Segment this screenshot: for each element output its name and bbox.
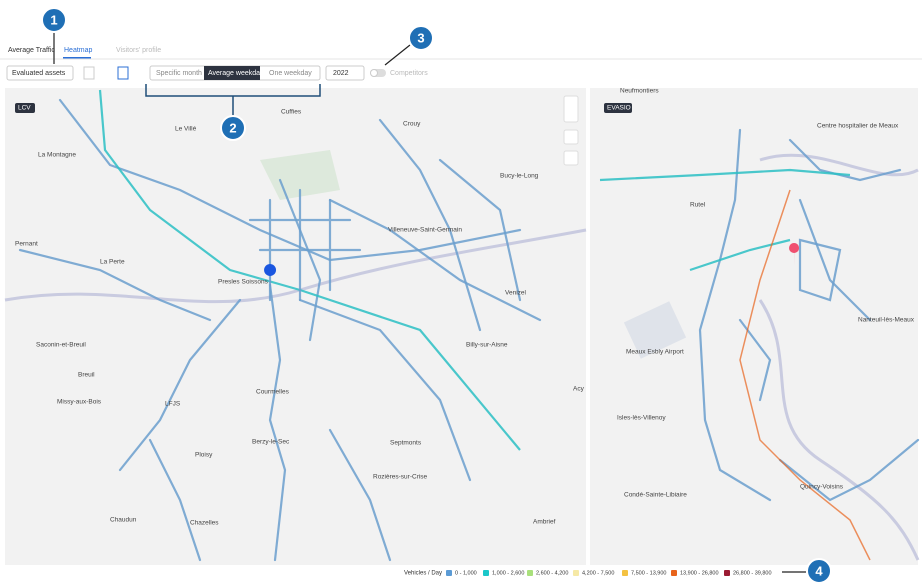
legend-swatch xyxy=(527,570,533,576)
legend-swatch xyxy=(446,570,452,576)
map-badge xyxy=(15,103,35,113)
legend-swatch xyxy=(573,570,579,576)
place: Rozières-sur-Crise xyxy=(373,474,428,481)
airport xyxy=(623,301,687,359)
place: Chaudun xyxy=(110,517,137,524)
legend-label: 26,800 - 39,800 xyxy=(733,570,772,576)
place: Quincy-Voisins xyxy=(800,484,844,491)
place: Saconin-et-Breuil xyxy=(36,342,86,349)
assets-dropdown[interactable] xyxy=(6,65,74,81)
park xyxy=(260,150,340,200)
tab[interactable]: Average Traffic xyxy=(8,47,55,54)
legend-label: 4,200 - 7,500 xyxy=(582,570,614,576)
legend-label: 13,900 - 26,800 xyxy=(680,570,719,576)
place: Isles-lès-Villenoy xyxy=(617,415,666,422)
tab-active[interactable]: Heatmap xyxy=(64,47,93,54)
toggle-label: Competitors xyxy=(390,70,428,77)
place: Villeneuve-Saint-Germain xyxy=(388,227,462,234)
period-option[interactable]: Specific month xyxy=(156,70,202,77)
river xyxy=(758,153,920,561)
legend-bar xyxy=(396,565,918,581)
map-badge xyxy=(604,103,632,113)
place: Billy-sur-Aisne xyxy=(466,342,508,349)
place: Pernant xyxy=(15,241,38,248)
place: Centre hospitalier de Meaux xyxy=(817,123,899,130)
assets-label: Evaluated assets xyxy=(12,70,66,77)
legend-swatch xyxy=(483,570,489,576)
roads xyxy=(18,89,542,562)
period-option[interactable]: One weekday xyxy=(269,70,312,77)
zoom-controls[interactable] xyxy=(563,95,579,166)
callout-number: 4 xyxy=(815,563,823,578)
tab-disabled: Visitors' profile xyxy=(116,47,161,54)
legend-swatch xyxy=(724,570,730,576)
place: LFJS xyxy=(165,401,181,408)
year-label: 2022 xyxy=(333,70,349,77)
legend-swatch xyxy=(622,570,628,576)
period-option-selected[interactable]: Average weekday xyxy=(208,70,264,77)
checkbox-checked[interactable] xyxy=(117,66,129,80)
place: Ambrief xyxy=(533,519,556,526)
place: Condé-Sainte-Libiaire xyxy=(624,492,687,499)
legend-swatch xyxy=(671,570,677,576)
place: Cuffies xyxy=(281,109,302,116)
place: Nanteuil-lès-Meaux xyxy=(858,317,915,324)
place: La Montagne xyxy=(38,152,76,159)
place: Septmonts xyxy=(390,440,422,447)
place: Crouy xyxy=(403,121,421,128)
place: Meaux Esbly Airport xyxy=(626,349,684,356)
location-pin xyxy=(264,264,277,292)
callout-number: 1 xyxy=(50,12,57,27)
location-pin xyxy=(789,243,800,266)
tab-underline xyxy=(63,57,91,59)
period-selected-bg xyxy=(204,66,260,80)
place: Chazelles xyxy=(190,520,219,527)
legend-label: 0 - 1,000 xyxy=(455,570,477,576)
place: Rutel xyxy=(690,202,706,209)
map-badge-label: EVASIO xyxy=(607,105,631,112)
toggle-knob xyxy=(370,69,378,77)
legend: 0 - 1,000 1,000 - 2,600 2,600 - 4,200 4,200… xyxy=(446,570,772,576)
legend-title: Vehicles / Day xyxy=(404,571,442,577)
legend-label: 1,000 - 2,600 xyxy=(492,570,524,576)
legend-label: 2,600 - 4,200 xyxy=(536,570,568,576)
place: Berzy-le-Sec xyxy=(252,439,290,446)
place: Bucy-le-Long xyxy=(500,173,539,180)
place: Acy xyxy=(573,386,585,393)
place: Le Villé xyxy=(175,126,197,133)
place: Neufmontiers xyxy=(620,88,659,95)
place: Venizel xyxy=(505,290,527,297)
place: Courmelles xyxy=(256,389,290,396)
place: Ploisy xyxy=(195,452,213,459)
place: Missy-aux-Bois xyxy=(57,399,102,406)
year-dropdown[interactable] xyxy=(325,65,365,81)
callout-number: 3 xyxy=(417,30,424,45)
roads xyxy=(599,128,920,561)
legend-label: 7,500 - 13,900 xyxy=(631,570,666,576)
place: Presles Soissons xyxy=(218,279,269,286)
map-badge-label: LCV xyxy=(18,105,31,112)
checkbox[interactable] xyxy=(83,66,95,80)
place: La Perte xyxy=(100,259,125,266)
callouts xyxy=(41,7,832,584)
place: Breuil xyxy=(78,372,95,379)
callout-number: 2 xyxy=(229,120,236,135)
